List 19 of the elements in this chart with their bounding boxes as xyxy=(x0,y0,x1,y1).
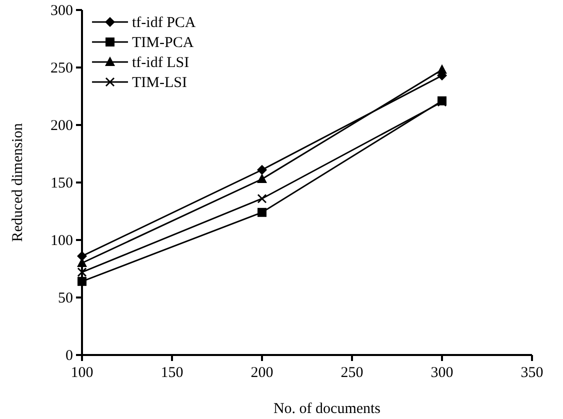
y-tick-label: 0 xyxy=(66,348,73,364)
y-axis-title: Reduced dimension xyxy=(10,122,26,242)
y-tick-label: 150 xyxy=(50,176,73,192)
y-tick-label: 200 xyxy=(50,118,73,134)
legend-label: tf-idf PCA xyxy=(132,15,196,31)
legend-label: tf-idf LSI xyxy=(132,55,190,71)
y-tick-label: 250 xyxy=(50,60,73,76)
x-tick-label: 150 xyxy=(160,365,184,381)
y-tick-label: 100 xyxy=(50,233,73,249)
legend-label: TIM-PCA xyxy=(132,35,194,51)
y-tick-label: 50 xyxy=(58,290,73,306)
x-tick-label: 100 xyxy=(70,365,94,381)
x-tick-label: 300 xyxy=(430,365,454,381)
x-tick-label: 200 xyxy=(250,365,274,381)
x-tick-label: 250 xyxy=(340,365,364,381)
x-axis-title: No. of documents xyxy=(273,401,381,417)
legend-label: TIM-LSI xyxy=(132,75,187,91)
x-tick-label: 350 xyxy=(520,365,544,381)
y-tick-label: 300 xyxy=(50,3,73,19)
